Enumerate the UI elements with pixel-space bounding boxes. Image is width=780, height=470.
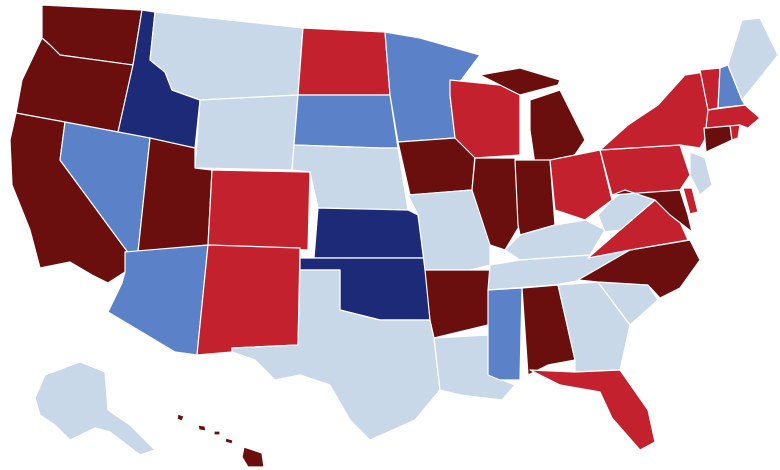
- state-al[interactable]: [521, 284, 576, 376]
- state-mt[interactable]: [149, 11, 304, 101]
- state-nd[interactable]: [297, 27, 391, 96]
- state-me[interactable]: [727, 17, 779, 101]
- state-wy[interactable]: [194, 94, 299, 171]
- state-pa[interactable]: [599, 144, 691, 196]
- state-tx[interactable]: [231, 269, 441, 441]
- state-co[interactable]: [207, 169, 311, 251]
- state-oh[interactable]: [549, 149, 613, 221]
- state-ar[interactable]: [424, 269, 496, 339]
- state-hi[interactable]: [176, 413, 265, 468]
- state-nj[interactable]: [689, 151, 713, 196]
- state-fl[interactable]: [529, 369, 656, 451]
- state-ak[interactable]: [34, 361, 156, 456]
- state-sd[interactable]: [293, 94, 399, 149]
- state-de[interactable]: [682, 187, 699, 215]
- state-md[interactable]: [611, 189, 693, 233]
- state-in[interactable]: [514, 159, 556, 236]
- state-nm[interactable]: [196, 244, 301, 356]
- state-ri[interactable]: [729, 124, 741, 141]
- state-nh[interactable]: [717, 64, 746, 109]
- state-ks[interactable]: [313, 207, 426, 259]
- state-ms[interactable]: [487, 287, 523, 381]
